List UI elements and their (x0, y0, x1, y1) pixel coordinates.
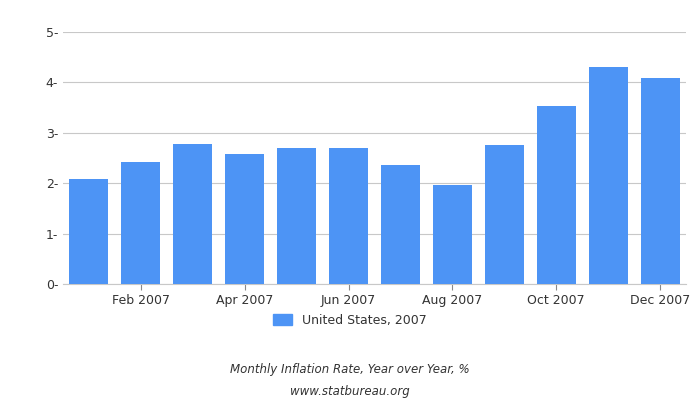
Legend: United States, 2007: United States, 2007 (268, 309, 432, 332)
Bar (225, 154, 264, 284)
Bar (277, 148, 316, 284)
Bar (537, 106, 575, 284)
Bar (640, 78, 680, 284)
Bar (381, 165, 420, 284)
Bar (69, 179, 108, 284)
Text: www.statbureau.org: www.statbureau.org (290, 385, 410, 398)
Text: Monthly Inflation Rate, Year over Year, %: Monthly Inflation Rate, Year over Year, … (230, 364, 470, 376)
Bar (329, 148, 368, 284)
Bar (121, 162, 160, 284)
Bar (433, 185, 472, 284)
Bar (485, 145, 524, 284)
Bar (589, 67, 628, 284)
Bar (174, 144, 212, 284)
